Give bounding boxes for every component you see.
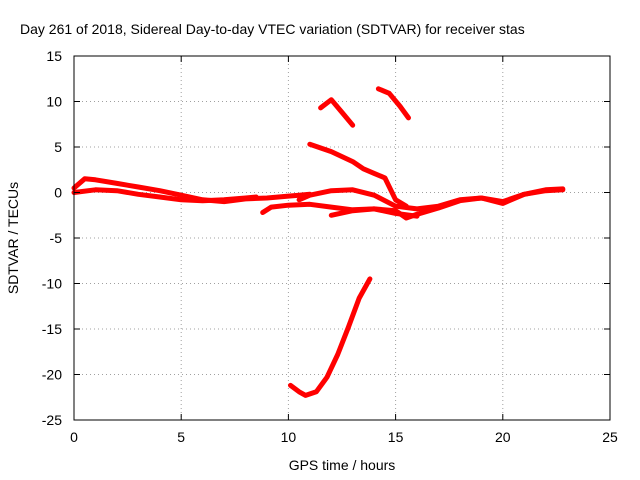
x-tick-label: 20 xyxy=(495,429,511,445)
series-trace-1 xyxy=(71,176,313,205)
y-tick-label: 0 xyxy=(54,185,62,201)
series-trace-8 xyxy=(375,86,411,121)
y-tick-label: -10 xyxy=(42,276,62,292)
grid xyxy=(74,56,610,420)
y-tick-label: -5 xyxy=(50,230,63,246)
axis-ticks: 0 5 10 15 20 25 -25 -20 -15 -10 -5 0 5 10 15 xyxy=(42,48,618,445)
series-trace-9 xyxy=(288,276,373,398)
y-tick-label: -15 xyxy=(42,321,62,337)
x-tick-label: 15 xyxy=(388,429,404,445)
series-trace-7 xyxy=(318,97,356,128)
y-axis-label: SDTVAR / TECUs xyxy=(5,182,21,294)
x-axis-label: GPS time / hours xyxy=(289,457,396,473)
y-tick-label: 10 xyxy=(46,94,62,110)
x-tick-label: 10 xyxy=(281,429,297,445)
series-trace-5 xyxy=(328,186,566,221)
y-tick-label: -20 xyxy=(42,367,62,383)
x-tick-label: 25 xyxy=(602,429,618,445)
y-tick-label: 15 xyxy=(46,48,62,64)
series-group xyxy=(71,86,566,398)
series-trace-6 xyxy=(307,141,409,209)
chart-title: Day 261 of 2018, Sidereal Day-to-day VTE… xyxy=(20,21,525,37)
y-tick-label: 5 xyxy=(54,139,62,155)
x-tick-label: 0 xyxy=(70,429,78,445)
series-trace-2 xyxy=(71,187,259,204)
y-tick-label: -25 xyxy=(42,412,62,428)
x-tick-label: 5 xyxy=(177,429,185,445)
